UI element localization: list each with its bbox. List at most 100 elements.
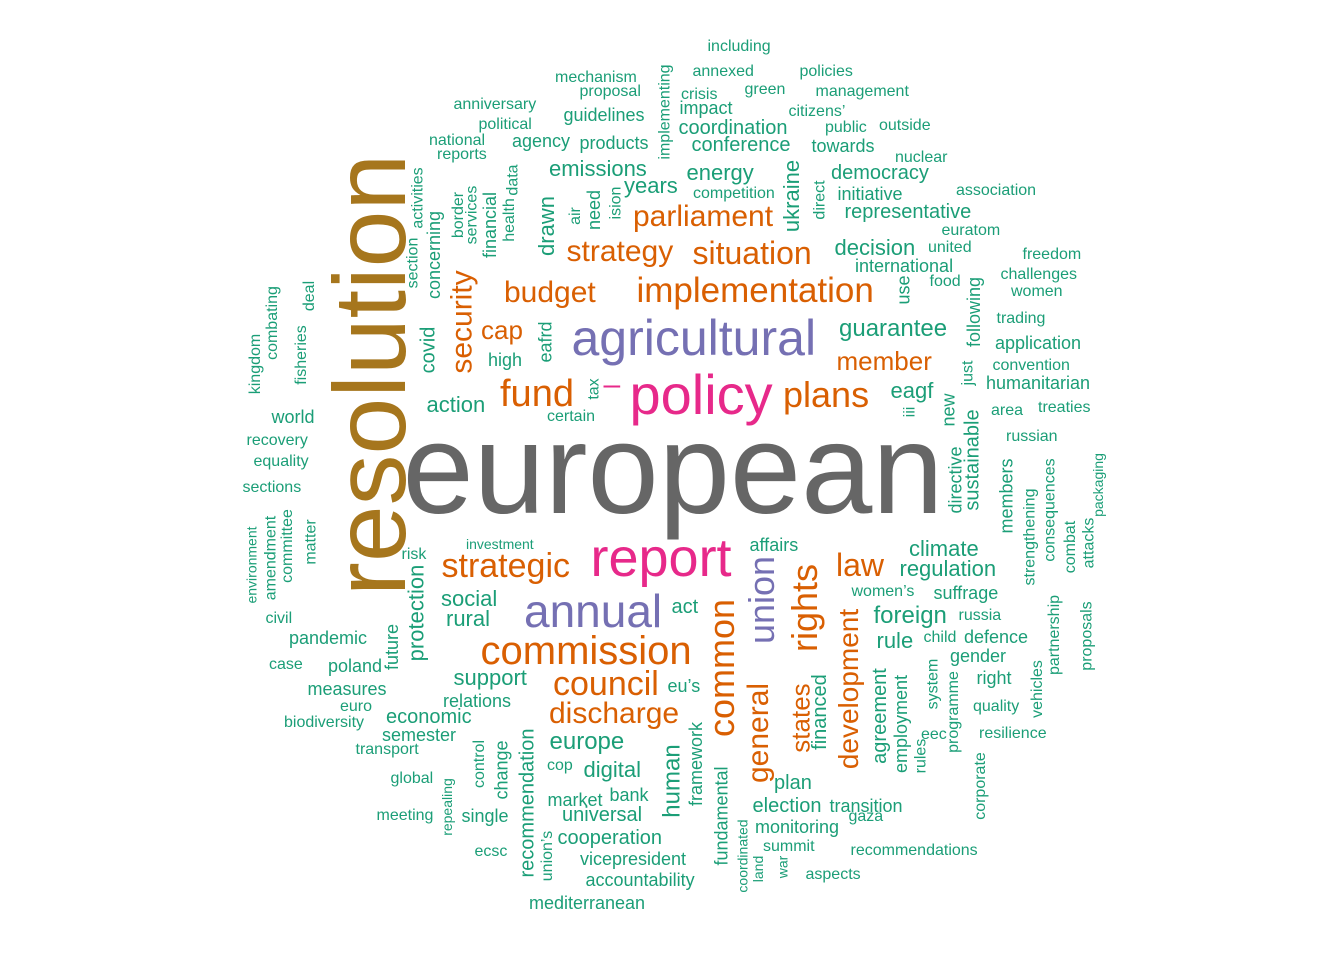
word-euro: euro (340, 698, 373, 715)
word-war: war (773, 855, 790, 879)
word-national: national (429, 132, 486, 149)
word-packaging: packaging (1089, 453, 1106, 517)
word-agricultural: agricultural (571, 310, 817, 366)
word-citizens: citizens’ (788, 103, 846, 120)
word-gender: gender (950, 646, 1007, 666)
word-representative: representative (844, 201, 972, 223)
word-protection: protection (402, 564, 428, 662)
word-human: human (658, 744, 686, 818)
word-policy: policy (629, 363, 773, 426)
word-global: global (390, 770, 434, 787)
word-treaties: treaties (1038, 399, 1091, 416)
word-corporate: corporate (971, 752, 989, 820)
word-regulation: regulation (899, 556, 997, 581)
word-single: single (461, 806, 509, 826)
word-anniversary: anniversary (453, 96, 537, 113)
word-transition: transition (829, 796, 903, 816)
word-green: green (744, 81, 786, 98)
word-ecsc: ecsc (474, 843, 508, 860)
word-common: common (701, 598, 743, 738)
word-fund: fund (500, 373, 574, 415)
word-democracy: democracy (831, 162, 929, 184)
word-report: report (590, 528, 732, 588)
word-cooperation: cooperation (557, 827, 663, 849)
word-vicepresident: vicepresident (580, 849, 687, 869)
word-outside: outside (879, 117, 931, 134)
word-concerning: concerning (424, 210, 445, 300)
word-combat: combat (1062, 520, 1080, 574)
word-section: section (403, 237, 421, 289)
word-area: area (991, 402, 1024, 419)
word-recovery: recovery (246, 432, 308, 449)
word-financed: financed (808, 674, 831, 750)
word-employment: employment (891, 674, 912, 774)
word-towards: towards (811, 136, 875, 156)
word-following: following (964, 276, 985, 348)
word-coordinated: coordinated (734, 819, 751, 893)
word-programme: programme (944, 671, 962, 753)
word-competition: competition (693, 185, 775, 202)
word-recommendations: recommendations (850, 842, 978, 859)
word-suffrage: suffrage (933, 583, 999, 603)
word-certain: certain (547, 408, 596, 425)
word-annual: annual (524, 585, 663, 637)
word-situation: situation (692, 235, 812, 271)
word-eafrd: eafrd (535, 321, 556, 363)
word-law: law (836, 547, 885, 583)
word-financial: financial (480, 191, 501, 259)
word-products: products (579, 133, 649, 153)
word-environment: environment (243, 526, 260, 604)
word-civil: civil (265, 610, 293, 627)
word-association: association (956, 182, 1037, 199)
word-years: years (624, 173, 678, 198)
word-: – (603, 368, 621, 401)
word-freedom: freedom (1022, 246, 1082, 263)
word-market: market (547, 790, 603, 810)
word-crisis: crisis (681, 86, 718, 103)
word-eu-s: eu’s (667, 676, 701, 696)
word-system: system (923, 658, 941, 710)
word-security: security (445, 270, 479, 374)
word-european: european (402, 398, 944, 541)
word-combating: combating (263, 286, 281, 360)
word-agreement: agreement (868, 668, 891, 764)
word-humanitarian: humanitarian (986, 373, 1091, 393)
word-amendment: amendment (261, 515, 279, 601)
word-case: case (269, 656, 303, 673)
word-affairs: affairs (749, 535, 799, 555)
word-aspects: aspects (805, 866, 861, 883)
word-eec: eec (921, 726, 947, 743)
word-implementation: implementation (636, 270, 874, 310)
word-repealing: repealing (438, 778, 455, 836)
word-covid: covid (416, 326, 439, 374)
word-relations: relations (443, 691, 512, 711)
word-nuclear: nuclear (895, 149, 948, 166)
word-impact: impact (679, 98, 733, 118)
word-members: members (996, 458, 1017, 534)
word-resolution: resolution (313, 153, 428, 597)
word-fisheries: fisheries (292, 325, 310, 385)
word-consequences: consequences (1041, 458, 1059, 562)
word-women-s: women’s (851, 583, 915, 600)
word-data: data (504, 164, 522, 196)
word-council: council (553, 665, 659, 703)
word-support: support (453, 665, 527, 690)
word-change: change (491, 740, 512, 800)
word-equality: equality (253, 453, 309, 470)
word-eagf: eagf (890, 378, 934, 403)
word-recommendation: recommendation (515, 728, 538, 878)
word-decision: decision (834, 235, 916, 260)
word-cap: cap (481, 315, 523, 345)
word-plans: plans (783, 374, 870, 415)
word-digital: digital (583, 757, 641, 782)
word-world: world (271, 407, 315, 427)
word-quality: quality (973, 698, 1020, 715)
word-mediterranean: mediterranean (529, 893, 646, 913)
word-partnership: partnership (1046, 594, 1064, 676)
word-child: child (923, 629, 957, 646)
word-drawn: drawn (533, 196, 559, 256)
word-risk: risk (401, 546, 427, 563)
word-future: future (382, 623, 403, 671)
word-trading: trading (996, 310, 1046, 327)
